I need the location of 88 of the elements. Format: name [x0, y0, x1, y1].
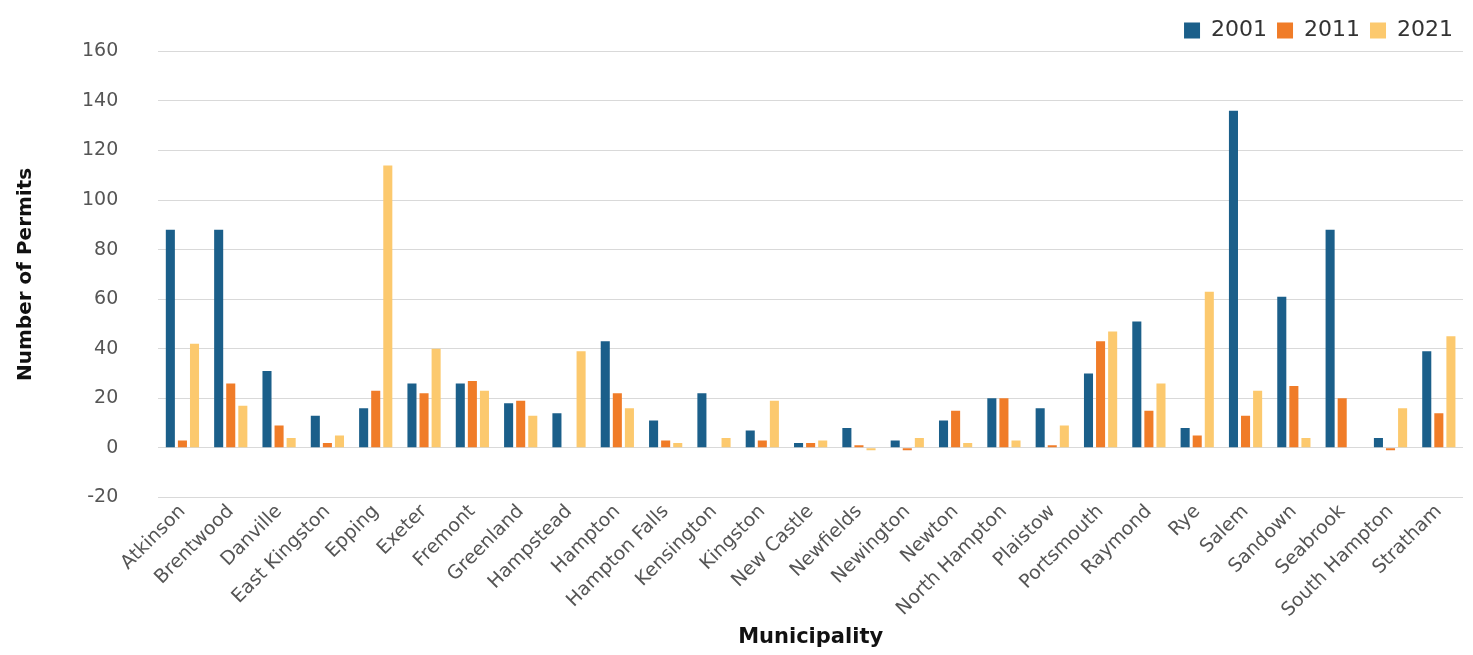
bar [467, 380, 477, 448]
bar [431, 348, 441, 448]
bar [624, 408, 634, 448]
y-tick-label: 120 [82, 137, 119, 160]
bar [769, 400, 779, 448]
bar [914, 437, 924, 448]
bar [1083, 373, 1094, 448]
bar [1422, 351, 1432, 448]
bar [1144, 410, 1154, 448]
bar [1373, 437, 1383, 448]
bar [310, 415, 320, 448]
y-tick-label: 140 [82, 87, 119, 110]
bar [1204, 291, 1214, 448]
bar [286, 437, 296, 448]
bar [1446, 336, 1456, 448]
bar [938, 420, 949, 448]
bar [890, 440, 900, 448]
bar [649, 420, 659, 448]
y-tick-label: -20 [87, 484, 119, 507]
bar [721, 437, 731, 448]
bar [842, 428, 852, 448]
bar [238, 405, 248, 448]
bar [528, 415, 538, 448]
bar [1289, 385, 1299, 448]
bar [516, 400, 526, 448]
y-tick-label: 80 [94, 236, 119, 259]
y-tick-label: 160 [82, 38, 119, 61]
bar [794, 442, 804, 448]
bar [455, 383, 465, 448]
bar [1301, 437, 1311, 448]
y-tick-label: 100 [82, 187, 119, 210]
y-axis-title: Number of Permits [12, 167, 37, 381]
bar [1180, 428, 1190, 448]
bar [612, 393, 622, 448]
bar [359, 408, 369, 448]
bar [1277, 296, 1287, 448]
bar [504, 403, 514, 448]
y-tick-label: 0 [106, 434, 119, 457]
y-tick-label: 20 [94, 385, 119, 408]
bar [262, 371, 272, 448]
bar [1434, 413, 1444, 448]
legend-label: 2021 [1397, 16, 1454, 42]
bar [1059, 425, 1069, 448]
y-tick-label: 60 [94, 286, 119, 309]
bar [600, 341, 610, 448]
bar [576, 351, 586, 448]
bar [479, 390, 489, 448]
bar [371, 390, 381, 448]
bar [806, 442, 816, 448]
bar [322, 442, 332, 448]
bar [1398, 408, 1408, 448]
bar [697, 393, 707, 448]
bar [818, 440, 828, 448]
bar [165, 229, 175, 448]
bar [951, 410, 961, 448]
bar [661, 440, 671, 448]
x-axis-title: Municipality [738, 623, 884, 648]
bar [1096, 341, 1106, 448]
bar [189, 343, 200, 448]
bar [419, 393, 429, 448]
bar [1325, 229, 1335, 448]
bar [1156, 383, 1166, 448]
bar [1035, 408, 1045, 448]
bar [963, 442, 973, 448]
bar [1228, 110, 1238, 448]
legend-label: 2011 [1304, 16, 1361, 42]
bar [274, 425, 284, 448]
legend-label: 2001 [1211, 16, 1268, 42]
bar [673, 442, 683, 448]
bar [757, 440, 767, 448]
bar [1192, 435, 1202, 448]
bar [334, 435, 345, 448]
bar [1011, 440, 1021, 448]
bar [745, 430, 755, 448]
bar [987, 398, 997, 448]
bar [1241, 415, 1251, 448]
bar [1132, 321, 1142, 448]
bar [999, 398, 1009, 448]
y-tick-label: 40 [94, 335, 119, 358]
bar [383, 165, 393, 448]
bar [177, 440, 187, 448]
bar [1108, 331, 1118, 448]
bar [214, 229, 224, 448]
bar [1337, 398, 1347, 448]
bar [226, 383, 236, 448]
bar [1253, 390, 1263, 448]
bar [407, 383, 417, 448]
bar [552, 413, 562, 448]
